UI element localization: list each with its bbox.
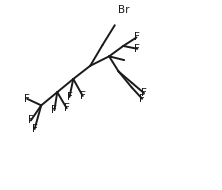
Text: F: F (133, 32, 139, 43)
Text: F: F (135, 44, 140, 54)
Text: F: F (141, 88, 147, 98)
Text: F: F (64, 103, 70, 113)
Text: F: F (24, 94, 30, 104)
Text: Br: Br (117, 5, 129, 15)
Text: F: F (139, 94, 145, 104)
Text: F: F (80, 91, 86, 101)
Text: F: F (28, 116, 34, 125)
Text: F: F (32, 124, 38, 134)
Text: F: F (67, 92, 72, 102)
Text: F: F (52, 105, 57, 115)
